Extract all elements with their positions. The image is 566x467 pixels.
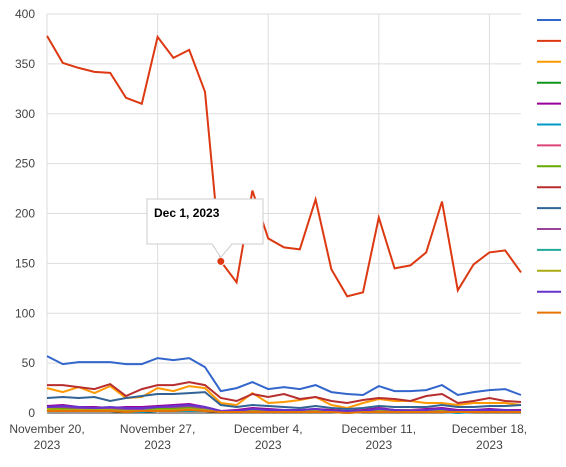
series-line xyxy=(46,355,522,397)
series-line xyxy=(47,408,521,415)
y-tick-label: 100 xyxy=(15,306,35,320)
x-tick-label: December 11, 2023 xyxy=(342,422,416,452)
x-tick-label: December 4, 2023 xyxy=(234,422,303,452)
y-tick-label: 400 xyxy=(15,7,35,21)
y-tick-label: 200 xyxy=(15,207,35,221)
series-line xyxy=(46,391,522,411)
legend xyxy=(537,19,561,314)
y-tick-label: 150 xyxy=(15,256,35,270)
y-tick-label: 250 xyxy=(15,157,35,171)
highlight-point xyxy=(216,256,226,266)
tooltip: Dec 1, 2023 xyxy=(146,198,264,266)
y-tick-label: 300 xyxy=(15,107,35,121)
y-tick-label: 0 xyxy=(28,406,35,420)
tooltip-box xyxy=(146,198,264,259)
series-line xyxy=(47,381,522,405)
tooltip-text: Dec 1, 2023 xyxy=(154,206,220,220)
x-tick-label: November 27, 2023 xyxy=(120,422,195,452)
y-tick-label: 350 xyxy=(15,57,35,71)
x-tick-label: November 20, 2023 xyxy=(9,422,84,452)
grid: 0 50 100 150 200 250 300 350 400 November 20, 2023… xyxy=(9,7,527,452)
y-tick-label: 50 xyxy=(22,356,36,370)
x-tick-label: December 18, 2023 xyxy=(452,422,527,452)
plot xyxy=(46,34,522,415)
series-line xyxy=(46,34,522,298)
series-line xyxy=(46,403,522,413)
